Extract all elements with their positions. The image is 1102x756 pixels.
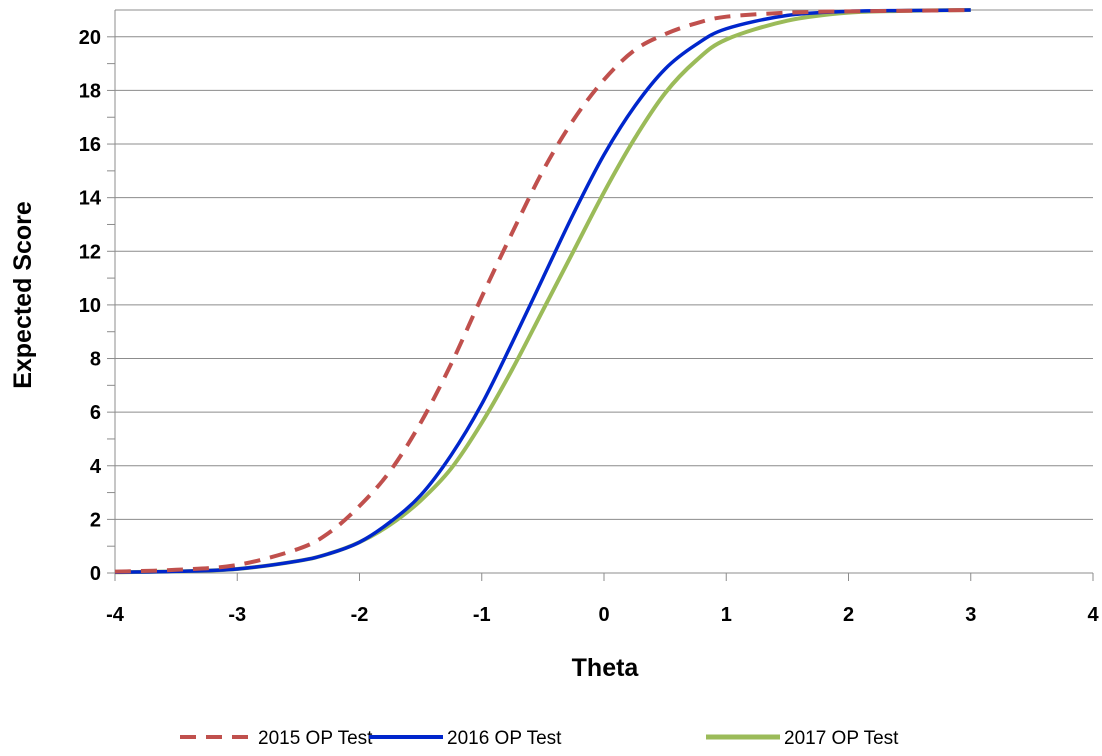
y-tick-label: 6 — [90, 402, 101, 424]
legend-label: 2017 OP Test — [784, 728, 899, 749]
x-axis-title: Theta — [572, 654, 640, 682]
x-tick-label: 2 — [843, 604, 854, 626]
axes — [107, 10, 1094, 581]
series-lines — [114, 8, 971, 575]
y-tick-label: 10 — [79, 295, 101, 317]
series-line-2015-op-test — [114, 8, 971, 574]
y-tick-label: 8 — [90, 349, 101, 371]
y-tick-label: 20 — [79, 27, 101, 49]
y-tick-label: 4 — [90, 456, 102, 478]
y-tick-label: 16 — [79, 134, 101, 156]
x-tick-label: -4 — [106, 604, 125, 626]
x-tick-label: 3 — [965, 604, 976, 626]
series-line-2016-op-test — [114, 8, 971, 574]
legend-label: 2016 OP Test — [447, 728, 562, 749]
y-tick-label: 12 — [79, 241, 101, 263]
x-tick-label: -3 — [228, 604, 246, 626]
x-tick-label: 1 — [721, 604, 732, 626]
y-tick-label: 2 — [90, 509, 101, 531]
x-tick-label: 0 — [598, 604, 609, 626]
legend: 2015 OP Test 2016 OP Test 2017 OP Test — [180, 728, 899, 749]
y-tick-label: 0 — [90, 563, 101, 585]
gridlines — [115, 9, 1093, 520]
series-line-2017-op-test — [114, 8, 971, 575]
legend-label: 2015 OP Test — [258, 728, 373, 749]
x-tick-label: -2 — [351, 604, 369, 626]
x-tick-label: -1 — [473, 604, 491, 626]
x-tick-label: 4 — [1087, 604, 1099, 626]
y-tick-label: 14 — [79, 188, 102, 210]
y-axis-title: Expected Score — [9, 201, 37, 389]
y-tick-label: 18 — [79, 80, 101, 102]
